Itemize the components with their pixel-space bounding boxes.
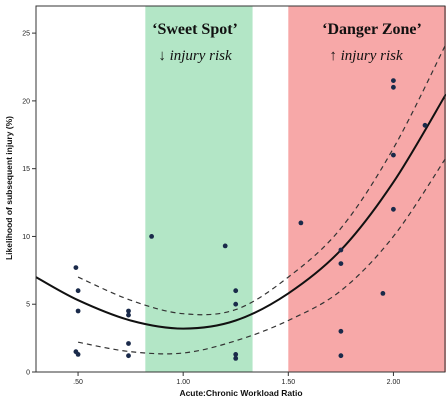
y-axis-ticks: 0 5 10 15 20 25 [22,31,36,377]
confidence-interval-lower-line [77,157,446,355]
data-point [233,356,239,361]
data-point [233,301,239,307]
zones-layer [145,6,446,372]
confidence-interval-upper-line [77,43,446,316]
x-tick-label: 1.50 [281,379,295,386]
sweet-spot-title: ‘Sweet Spot’ [152,21,238,38]
plot-frame [35,5,446,373]
y-tick-label: 5 [26,302,30,309]
data-point [75,352,81,357]
fit-curve-line [35,93,446,330]
data-point [422,122,428,128]
data-point [126,353,131,359]
y-tick-label: 0 [26,370,30,377]
zone-labels-layer: ‘Sweet Spot’ ↓ injury risk ‘Danger Zone’… [152,21,422,64]
y-tick-label: 20 [22,98,30,105]
data-point [338,353,344,359]
data-point [126,341,131,346]
data-point [73,265,79,270]
data-point [391,84,396,90]
data-point [391,78,396,83]
data-point [338,328,344,334]
data-point [75,308,81,314]
data-point [75,288,81,294]
axes-layer [35,5,446,373]
data-point [222,243,228,249]
x-axis-label: Acute:Chronic Workload Ratio [179,388,302,398]
y-tick-label: 15 [22,166,30,173]
sweet-spot-subtitle: ↓ injury risk [158,48,232,64]
data-point [338,247,344,253]
x-axis-ticks: .50 1.00 1.50 2.00 [73,372,400,386]
curves-layer [35,43,446,355]
data-point [126,312,131,318]
data-point [233,352,239,357]
data-point [391,206,396,212]
data-point [126,308,131,314]
data-point [298,220,304,226]
data-point [338,261,344,266]
x-tick-label: 2.00 [387,379,401,386]
y-tick-label: 25 [22,31,30,38]
zone-band-1 [288,6,446,372]
x-tick-label: .50 [73,379,83,386]
data-points-layer [73,78,428,361]
data-point [380,291,386,296]
data-point [149,234,155,239]
danger-zone-title: ‘Danger Zone’ [322,21,422,38]
y-tick-label: 10 [22,234,30,241]
x-tick-label: 1.00 [176,379,190,386]
data-point [391,152,396,158]
zone-band-0 [145,6,253,372]
y-axis-label: Likelihood of subsequent injury (%) [4,116,14,260]
danger-zone-subtitle: ↑ injury risk [329,48,403,64]
data-point [233,288,239,294]
